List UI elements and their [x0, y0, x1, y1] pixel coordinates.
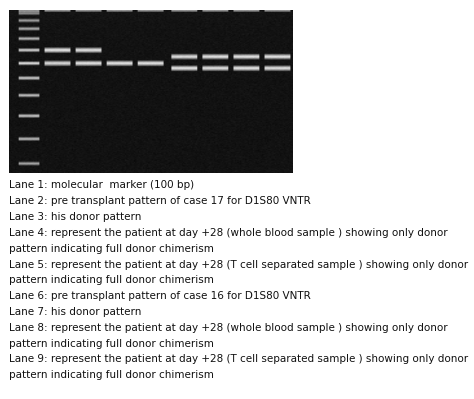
Text: Lane 5: represent the patient at day +28 (T cell separated sample ) showing only: Lane 5: represent the patient at day +28… [9, 260, 469, 270]
Text: Lane 6: pre transplant pattern of case 16 for D1S80 VNTR: Lane 6: pre transplant pattern of case 1… [9, 291, 311, 301]
Text: pattern indicating full donor chimerism: pattern indicating full donor chimerism [9, 339, 214, 349]
Text: pattern indicating full donor chimerism: pattern indicating full donor chimerism [9, 244, 214, 254]
Text: Lane 7: his donor pattern: Lane 7: his donor pattern [9, 307, 142, 317]
Text: Lane 3: his donor pattern: Lane 3: his donor pattern [9, 212, 142, 222]
Text: Lane 1: molecular  marker (100 bp): Lane 1: molecular marker (100 bp) [9, 180, 195, 190]
Text: pattern indicating full donor chimerism: pattern indicating full donor chimerism [9, 275, 214, 285]
Text: Lane 8: represent the patient at day +28 (whole blood sample ) showing only dono: Lane 8: represent the patient at day +28… [9, 323, 448, 333]
Text: Lane 9: represent the patient at day +28 (T cell separated sample ) showing only: Lane 9: represent the patient at day +28… [9, 354, 469, 364]
Text: Lane 4: represent the patient at day +28 (whole blood sample ) showing only dono: Lane 4: represent the patient at day +28… [9, 228, 448, 238]
Text: Lane 2: pre transplant pattern of case 17 for D1S80 VNTR: Lane 2: pre transplant pattern of case 1… [9, 196, 311, 206]
Text: pattern indicating full donor chimerism: pattern indicating full donor chimerism [9, 370, 214, 380]
